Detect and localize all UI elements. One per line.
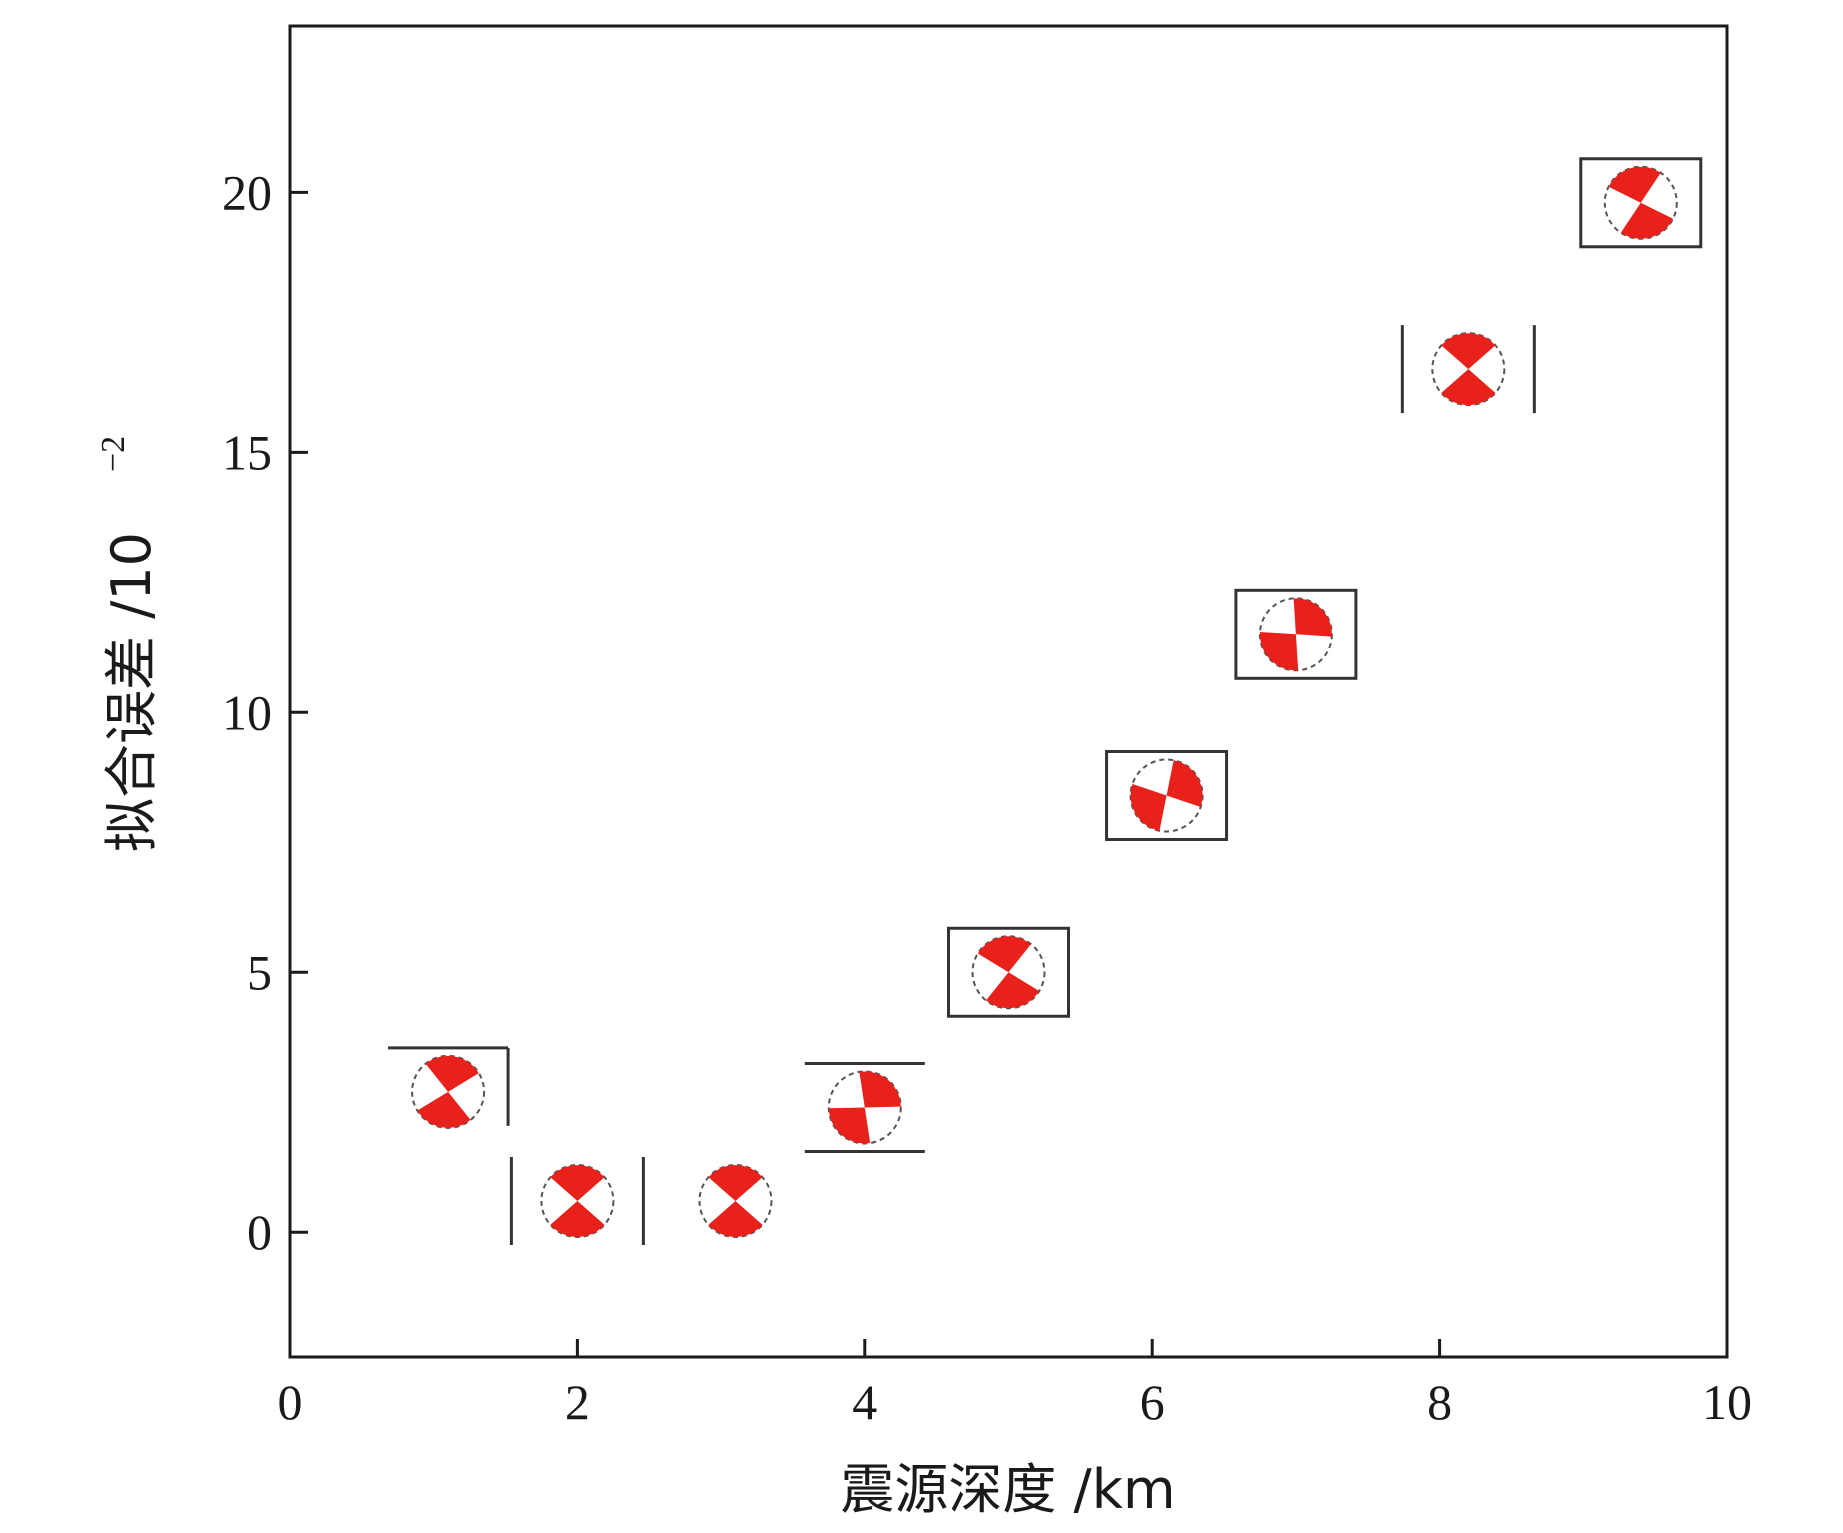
x-tick-label: 2 (565, 1374, 590, 1430)
beachball-compression-quadrant (417, 1055, 479, 1128)
y-tick-label: 0 (247, 1204, 272, 1260)
data-points (388, 157, 1703, 1246)
y-axis-label-exponent: −2 (95, 436, 132, 472)
y-tick-label: 15 (222, 424, 272, 480)
beachball-point (388, 1046, 510, 1129)
beachball-compression-quadrant (1608, 166, 1674, 239)
x-tick-label: 6 (1140, 1374, 1165, 1430)
beachball-point (1400, 325, 1536, 414)
y-axis-label-group: 拟合误差 /10 −2 (95, 436, 163, 852)
beachball-compression-quadrant (550, 1165, 605, 1237)
y-tick-label: 5 (247, 944, 272, 1000)
beachball-point (509, 1157, 645, 1246)
x-tick-label: 10 (1702, 1374, 1752, 1430)
beachball-compression-quadrant (1130, 760, 1203, 831)
y-axis-label: 拟合误差 /10 (100, 532, 163, 852)
beachball-point (1579, 157, 1703, 249)
beachball-compression-quadrant (708, 1165, 763, 1237)
x-tick-label: 0 (278, 1374, 303, 1430)
beachball-point (1234, 588, 1358, 680)
beachball-point (1105, 749, 1229, 841)
x-axis-ticks: 0 2 4 6 8 10 (278, 1339, 1752, 1430)
plot-frame (288, 24, 1729, 1359)
beachball-point (804, 1061, 925, 1153)
beachball-point (698, 1164, 773, 1239)
beachball-compression-quadrant (1260, 598, 1332, 671)
x-axis-label: 震源深度 /km (840, 1458, 1175, 1521)
x-tick-label: 4 (852, 1374, 877, 1430)
y-axis-ticks: 0 5 10 15 20 (222, 164, 308, 1260)
beachball-compression-quadrant (828, 1071, 901, 1144)
beachball-compression-quadrant (977, 936, 1040, 1009)
beachball-point (947, 926, 1070, 1018)
y-tick-label: 10 (222, 684, 272, 740)
y-tick-label: 20 (222, 164, 272, 220)
beachball-compression-quadrant (1441, 333, 1496, 406)
x-tick-label: 8 (1427, 1374, 1452, 1430)
